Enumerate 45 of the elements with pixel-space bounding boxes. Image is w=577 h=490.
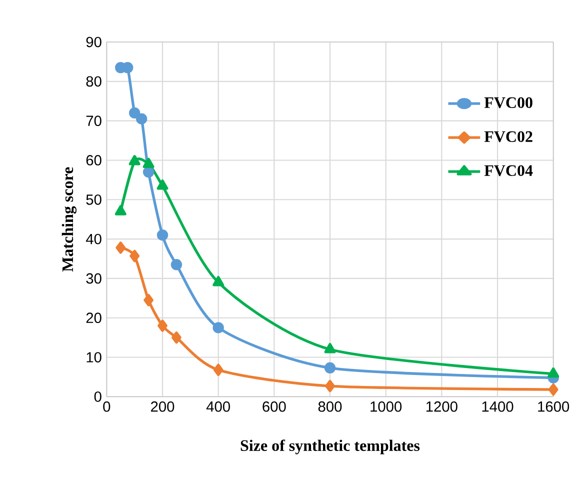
point: [212, 322, 224, 334]
legend-label: FVC00: [484, 97, 532, 108]
y-tick-label: 70: [86, 116, 102, 126]
y-tick-label: 80: [86, 76, 102, 87]
point: [128, 107, 140, 119]
y-tick-label: 60: [86, 155, 102, 166]
y-tick-label: 10: [86, 352, 102, 362]
x-tick-label: 1600: [538, 401, 570, 412]
point: [324, 362, 336, 374]
legend-label: FVC04: [484, 165, 533, 176]
y-tick-label: 0: [94, 391, 102, 402]
y-tick-label: 50: [86, 194, 102, 205]
point: [130, 250, 140, 262]
point: [144, 294, 154, 306]
point: [128, 155, 140, 166]
x-tick-label: 1000: [370, 401, 402, 412]
point: [158, 320, 168, 332]
x-tick-label: 1400: [482, 401, 514, 412]
x-tick-label: 200: [151, 401, 174, 412]
point: [213, 364, 224, 376]
x-tick-label: 0: [103, 401, 110, 412]
point: [172, 331, 182, 344]
point: [142, 158, 154, 168]
y-tick-label: 90: [86, 36, 102, 48]
y-tick-label: 40: [86, 234, 102, 244]
y-axis-title: Matching score: [62, 167, 76, 272]
point: [212, 276, 224, 286]
point: [325, 380, 335, 392]
x-axis-title: Size of synthetic templates: [240, 440, 420, 454]
y-tick-label: 30: [86, 273, 102, 284]
point: [136, 113, 148, 124]
x-tick-label: 400: [206, 401, 230, 412]
point: [156, 179, 168, 190]
x-tick-label: 1200: [426, 401, 458, 412]
point: [114, 205, 126, 216]
point: [324, 342, 336, 354]
point: [116, 242, 126, 254]
point: [548, 367, 560, 378]
y-tick-label: 20: [86, 312, 102, 324]
point: [548, 383, 558, 396]
x-tick-label: 600: [262, 401, 286, 412]
legend-label: FVC02: [484, 131, 532, 142]
point: [156, 230, 168, 241]
point: [170, 259, 182, 270]
x-tick-label: 800: [318, 401, 342, 412]
